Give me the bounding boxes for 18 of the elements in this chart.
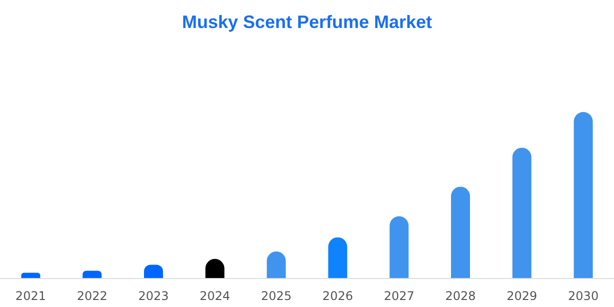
x-tick-label: 2027 <box>384 289 414 303</box>
chart-title: Musky Scent Perfume Market <box>182 12 432 32</box>
x-tick-label: 2025 <box>261 289 292 303</box>
x-tick-label: 2026 <box>322 289 353 303</box>
bar <box>512 148 532 278</box>
x-tick-label: 2023 <box>138 289 169 303</box>
bar <box>328 237 348 278</box>
bar <box>451 186 470 278</box>
x-tick-label: 2029 <box>506 289 538 303</box>
bar <box>390 216 409 278</box>
x-tick-label: 2022 <box>76 289 108 303</box>
bar <box>574 112 593 278</box>
x-tick-label: 2021 <box>15 289 46 303</box>
x-tick-label: 2030 <box>568 289 599 303</box>
x-tick-label: 2024 <box>200 289 230 303</box>
bar <box>21 272 40 278</box>
x-tick-label: 2028 <box>445 289 476 303</box>
bar <box>82 270 102 278</box>
